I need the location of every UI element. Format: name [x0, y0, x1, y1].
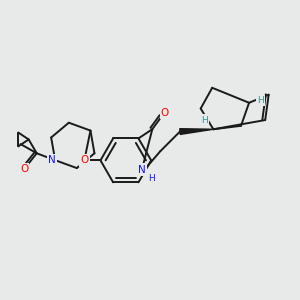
Text: H: H — [257, 96, 264, 105]
Text: O: O — [161, 108, 169, 118]
Text: N: N — [48, 155, 56, 165]
Text: N: N — [138, 165, 146, 175]
Text: O: O — [80, 155, 88, 165]
Text: O: O — [20, 164, 28, 174]
Polygon shape — [180, 129, 213, 134]
Text: H: H — [201, 116, 208, 124]
Text: H: H — [148, 174, 154, 183]
